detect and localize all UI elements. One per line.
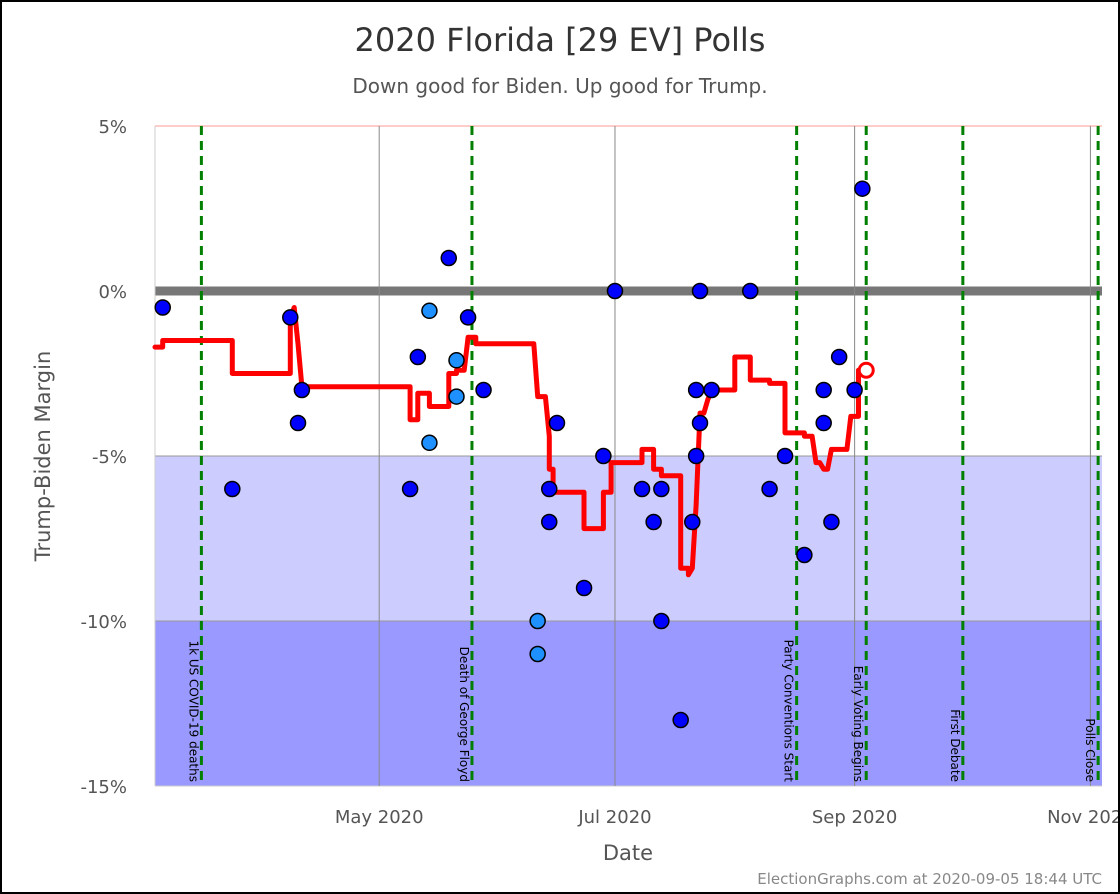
poll-point <box>548 414 566 432</box>
event-label: Early Voting Begins <box>851 666 865 782</box>
y-tick-label: -10% <box>80 612 127 633</box>
current-average-marker <box>857 361 875 379</box>
poll-point <box>541 480 558 498</box>
poll-point <box>703 381 720 399</box>
poll-point <box>401 480 419 498</box>
poll-point <box>815 414 832 432</box>
chart-title: 2020 Florida [29 EV] Polls <box>355 21 766 59</box>
poll-point <box>440 249 458 267</box>
poll-point <box>653 480 670 498</box>
plot-area: 1k US COVID-19 deaths Death of George Flo… <box>80 117 1118 828</box>
poll-point <box>645 513 662 531</box>
poll-point <box>823 513 840 531</box>
poll-point <box>672 711 689 729</box>
poll-point <box>854 180 871 197</box>
poll-point <box>653 612 670 630</box>
poll-point <box>742 282 759 300</box>
poll-point <box>541 513 558 531</box>
y-tick-label: 0% <box>98 282 127 303</box>
poll-point <box>830 348 848 366</box>
poll-point <box>687 381 705 399</box>
poll-point <box>796 546 813 564</box>
poll-point <box>595 447 612 465</box>
poll-point <box>459 309 477 326</box>
x-tick-label: May 2020 <box>335 807 424 828</box>
poll-point <box>289 414 307 432</box>
x-axis-label: Date <box>603 841 653 865</box>
event-label: 1k US COVID-19 deaths <box>186 640 200 782</box>
x-tick-label: Nov 2020 <box>1047 807 1118 828</box>
poll-point <box>448 388 465 405</box>
poll-point <box>421 434 438 452</box>
poll-point <box>633 480 651 498</box>
poll-point <box>691 282 709 300</box>
average-line <box>152 305 869 578</box>
margin-band <box>155 456 1102 621</box>
poll-point <box>776 447 794 465</box>
y-tick-label: 5% <box>98 117 127 138</box>
poll-point <box>684 513 701 531</box>
event-label: Death of George Floyd <box>457 647 471 782</box>
poll-point <box>282 309 299 326</box>
y-tick-label: -5% <box>92 447 127 468</box>
poll-point <box>154 299 171 316</box>
poll-point <box>409 348 427 366</box>
poll-point <box>529 645 546 663</box>
chart-footer: ElectionGraphs.com at 2020-09-05 18:44 U… <box>757 870 1102 888</box>
chart-subtitle: Down good for Biden. Up good for Trump. <box>352 74 767 98</box>
poll-point <box>687 447 705 465</box>
poll-point <box>529 612 546 630</box>
y-axis-label: Trump-Biden Margin <box>31 351 55 563</box>
poll-point <box>293 381 311 399</box>
event-label: First Debate <box>948 709 962 782</box>
poll-point <box>606 282 624 300</box>
x-tick-label: Sep 2020 <box>812 807 897 828</box>
poll-point <box>691 414 709 432</box>
x-tick-label: Jul 2020 <box>577 807 651 828</box>
poll-point <box>761 480 778 498</box>
margin-band <box>155 621 1102 786</box>
event-label: Polls Close <box>1083 718 1097 782</box>
poll-point <box>421 302 438 320</box>
poll-point <box>575 579 593 597</box>
poll-point <box>475 381 492 399</box>
poll-point <box>448 352 465 369</box>
poll-point <box>846 381 863 399</box>
poll-point <box>815 381 832 399</box>
event-label: Party Conventions Start <box>782 640 796 783</box>
y-tick-label: -15% <box>80 777 127 798</box>
poll-point <box>224 480 241 498</box>
